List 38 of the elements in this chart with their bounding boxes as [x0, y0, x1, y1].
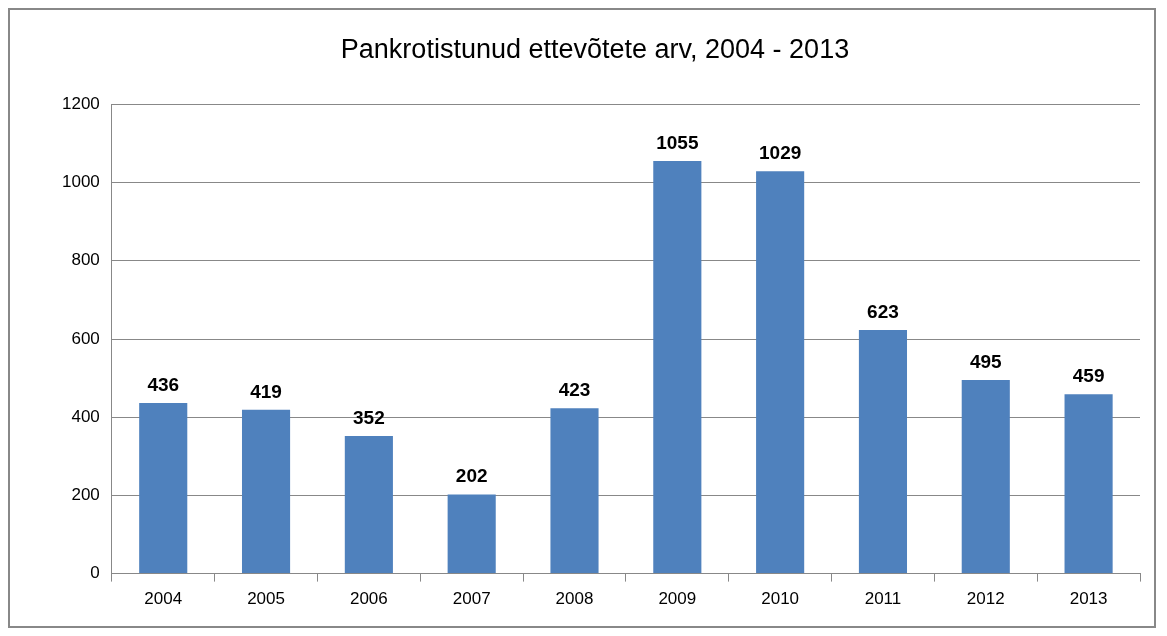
data-label: 1055	[656, 131, 699, 153]
bar	[550, 408, 599, 574]
bar	[858, 330, 908, 574]
data-label: 352	[353, 406, 385, 428]
y-tick-label: 1200	[61, 94, 100, 114]
y-tick-label: 200	[71, 485, 100, 505]
x-tick-label: 2009	[658, 589, 697, 609]
bar	[241, 409, 291, 574]
data-label: 495	[969, 350, 1003, 372]
bar	[756, 171, 805, 574]
data-label: 419	[250, 380, 282, 402]
x-tick-label: 2008	[555, 589, 594, 609]
data-label: 202	[455, 465, 488, 487]
y-tick-label: 600	[71, 328, 100, 348]
data-label: 423	[558, 378, 591, 400]
data-label: 1029	[759, 142, 802, 163]
data-label: 623	[867, 300, 899, 322]
x-tick-label: 2006	[349, 589, 388, 609]
chart-title: Pankrotistunud ettevõtete arv, 2004 - 2013	[340, 33, 850, 64]
x-tick-label: 2010	[761, 589, 800, 609]
x-tick-label: 2013	[1069, 589, 1108, 609]
x-tick-label: 2011	[864, 589, 902, 609]
x-tick-label: 2004	[144, 589, 183, 609]
bar	[653, 161, 702, 574]
bar	[1064, 394, 1113, 574]
y-tick-label: 800	[71, 250, 100, 270]
data-label: 459	[1072, 364, 1105, 386]
data-label: 436	[147, 373, 180, 395]
x-tick-label: 2012	[966, 589, 1005, 609]
bar	[139, 403, 188, 574]
bar	[961, 380, 1010, 574]
y-tick-label: 1000	[61, 172, 100, 192]
y-tick-label: 400	[71, 406, 100, 426]
x-tick-label: 2007	[452, 589, 491, 609]
x-tick-label: 2005	[247, 589, 285, 609]
bar	[447, 494, 496, 574]
y-tick-label: 0	[90, 563, 100, 583]
bar	[344, 435, 393, 574]
